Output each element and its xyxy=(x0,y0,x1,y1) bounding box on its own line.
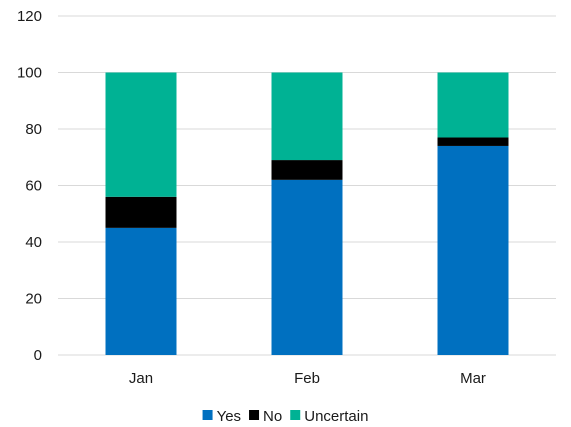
y-tick-label: 100 xyxy=(17,65,42,82)
legend-label-uncertain: Uncertain xyxy=(304,408,368,425)
legend-swatch-uncertain xyxy=(290,410,301,420)
y-tick-label: 80 xyxy=(25,121,42,138)
y-tick-label: 0 xyxy=(34,347,42,364)
y-tick-label: 120 xyxy=(17,8,42,25)
bar-uncertain-mar xyxy=(437,72,509,138)
bar-no-feb xyxy=(271,160,343,180)
y-tick-label: 60 xyxy=(25,178,42,195)
bar-no-mar xyxy=(437,137,509,146)
x-tick-label: Feb xyxy=(294,370,320,387)
y-tick-label: 40 xyxy=(25,234,42,251)
bar-yes-mar xyxy=(437,145,509,355)
y-axis-tick-labels: 0 20 40 60 80 100 120 xyxy=(17,8,42,364)
legend-swatch-no xyxy=(249,410,260,420)
y-tick-label: 20 xyxy=(25,291,42,308)
bar-uncertain-feb xyxy=(271,72,343,161)
x-tick-label: Mar xyxy=(460,370,486,387)
x-axis-tick-labels: Jan Feb Mar xyxy=(129,370,486,387)
bars xyxy=(105,72,509,355)
bar-no-jan xyxy=(105,196,177,228)
legend-label-yes: Yes xyxy=(217,408,241,425)
legend-label-no: No xyxy=(263,408,282,425)
legend: Yes No Uncertain xyxy=(202,408,368,425)
legend-swatch-yes xyxy=(202,410,213,420)
bar-uncertain-jan xyxy=(105,72,177,197)
bar-yes-jan xyxy=(105,227,177,355)
bar-yes-feb xyxy=(271,179,343,355)
x-tick-label: Jan xyxy=(129,370,153,387)
